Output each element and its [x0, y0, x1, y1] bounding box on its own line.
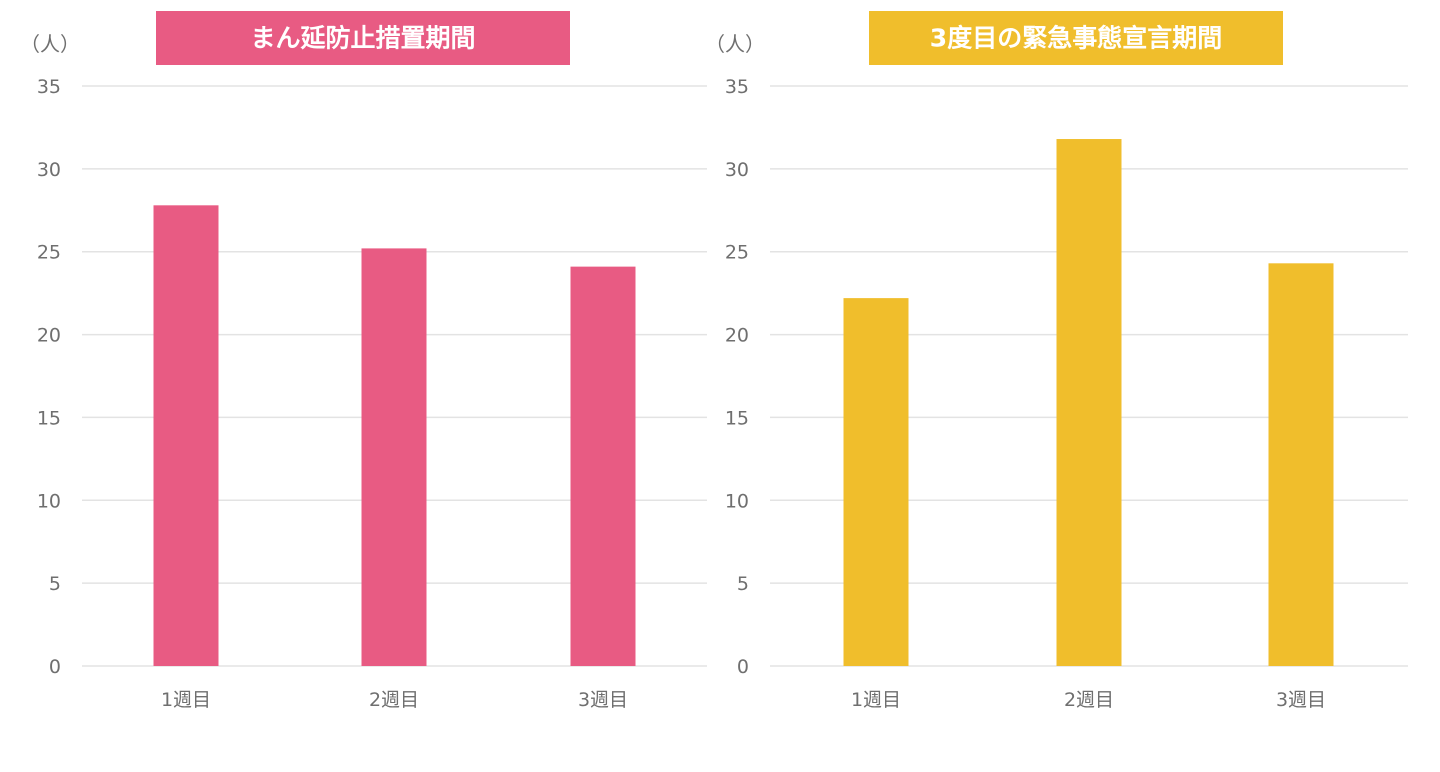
bar-3 — [570, 266, 636, 666]
y-tick-label-30: 30 — [725, 159, 749, 181]
bars — [843, 139, 1334, 666]
y-tick-label-35: 35 — [725, 76, 749, 98]
chart-title-background — [869, 11, 1283, 65]
y-tick-label-20: 20 — [725, 325, 749, 347]
y-axis-ticks: 0 5 10 15 20 25 30 35 — [725, 76, 749, 678]
y-tick-label-25: 25 — [37, 242, 61, 264]
x-category-label-2: 2週目 — [369, 689, 419, 711]
bar-3 — [1268, 263, 1334, 666]
x-axis-categories: 1週目 2週目 3週目 — [851, 689, 1326, 711]
bar-2 — [1056, 139, 1122, 666]
x-axis-categories: 1週目 2週目 3週目 — [161, 689, 628, 711]
x-category-label-2: 2週目 — [1064, 689, 1114, 711]
y-tick-label-15: 15 — [37, 407, 61, 429]
y-tick-label-10: 10 — [725, 490, 749, 512]
chart-title-background — [156, 11, 570, 65]
y-tick-label-5: 5 — [737, 573, 749, 595]
y-tick-label-15: 15 — [725, 407, 749, 429]
y-tick-label-5: 5 — [49, 573, 61, 595]
bars — [153, 205, 636, 667]
y-tick-label-20: 20 — [37, 325, 61, 347]
x-category-label-3: 3週目 — [578, 689, 628, 711]
chart-title: まん延防止措置期間 — [250, 24, 475, 53]
x-category-label-3: 3週目 — [1276, 689, 1326, 711]
bar-1 — [843, 298, 909, 666]
chart-title: 3度目の緊急事態宣言期間 — [930, 24, 1222, 53]
bar-2 — [361, 248, 427, 666]
x-category-label-1: 1週目 — [161, 689, 211, 711]
bar-1 — [153, 205, 219, 667]
y-tick-label-35: 35 — [37, 76, 61, 98]
chart-mambo: まん延防止措置期間 （人） 0 5 10 15 20 25 30 35 1週目 2週目 3週目 — [20, 11, 707, 711]
y-axis-ticks: 0 5 10 15 20 25 30 35 — [37, 76, 61, 678]
y-tick-label-30: 30 — [37, 159, 61, 181]
y-axis-unit-label: （人） — [20, 32, 80, 56]
y-tick-label-25: 25 — [725, 242, 749, 264]
y-axis-unit-label: （人） — [705, 32, 765, 56]
chart-emergency: 3度目の緊急事態宣言期間 （人） 0 5 10 15 20 25 30 35 1週目 2週目 3週… — [705, 11, 1408, 711]
x-category-label-1: 1週目 — [851, 689, 901, 711]
y-tick-label-0: 0 — [49, 656, 61, 678]
y-tick-label-10: 10 — [37, 490, 61, 512]
y-tick-label-0: 0 — [737, 656, 749, 678]
